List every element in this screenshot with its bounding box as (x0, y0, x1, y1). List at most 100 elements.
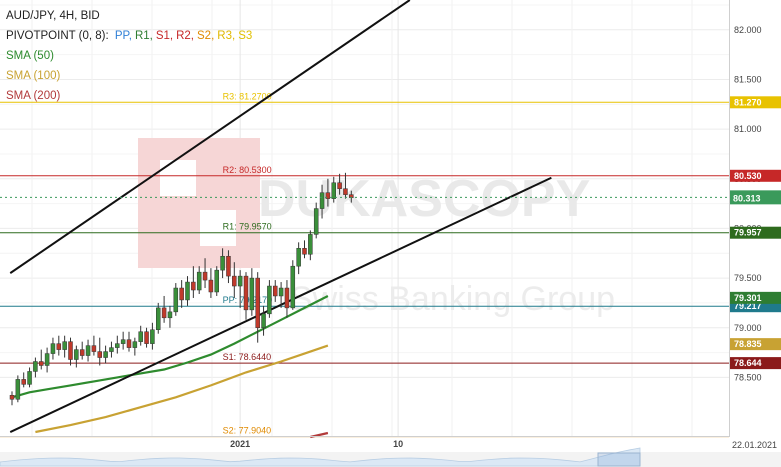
candle[interactable] (173, 283, 179, 316)
y-tick-label: 79.500 (734, 273, 762, 283)
candle[interactable] (103, 345, 108, 364)
candle[interactable] (325, 178, 331, 207)
candle[interactable] (156, 302, 161, 334)
candle[interactable] (208, 268, 214, 298)
candle[interactable] (144, 327, 149, 348)
price-tag-S1 (730, 357, 781, 370)
candle-body (161, 307, 167, 319)
candle[interactable] (337, 173, 342, 195)
candle[interactable] (185, 276, 190, 306)
candle[interactable] (132, 337, 138, 356)
candle[interactable] (15, 375, 21, 403)
price-tag-label-R1: 79.957 (734, 228, 762, 238)
candle[interactable] (56, 335, 62, 356)
navigator[interactable] (0, 447, 781, 467)
navigator-window[interactable] (597, 452, 641, 467)
candle[interactable] (62, 335, 67, 358)
candle[interactable] (302, 240, 307, 259)
candle[interactable] (261, 305, 266, 336)
candle[interactable] (9, 391, 15, 406)
candle[interactable] (220, 248, 225, 279)
trendline-1[interactable] (9, 0, 411, 274)
pivot-legend-item: PP, (114, 30, 132, 42)
candle-body (115, 343, 120, 348)
x-tick-label: 10 (393, 439, 403, 449)
chart-legend: AUD/JPY, 4H, BID PIVOTPOINT (0, 8): PP, R… (6, 6, 255, 106)
sma-legend-item: SMA (50) (6, 50, 54, 62)
candles[interactable] (9, 172, 354, 406)
candle[interactable] (39, 349, 44, 370)
candle[interactable] (179, 280, 184, 308)
candle[interactable] (196, 266, 202, 294)
candle[interactable] (202, 258, 208, 289)
candle-body (255, 277, 260, 329)
candle[interactable] (115, 335, 120, 354)
candle[interactable] (308, 230, 313, 261)
candle-body (144, 331, 149, 344)
pivot-legend-item: S3 (238, 30, 253, 42)
candle[interactable] (27, 367, 32, 388)
candle[interactable] (74, 345, 79, 368)
candle[interactable] (319, 184, 325, 219)
candle-body (319, 192, 325, 209)
candle[interactable] (255, 272, 260, 343)
candle[interactable] (33, 357, 38, 378)
candle[interactable] (161, 295, 167, 323)
candle-body (156, 307, 161, 330)
pivot-legend-item: R3, (217, 30, 236, 42)
candle[interactable] (284, 280, 290, 318)
candle[interactable] (126, 331, 132, 352)
candle[interactable] (191, 266, 196, 298)
candle[interactable] (296, 242, 301, 275)
candle-body (33, 361, 38, 372)
candle[interactable] (214, 266, 219, 296)
candle[interactable] (44, 347, 50, 373)
watermark-main-text: DUKASCOPY (258, 170, 590, 228)
candle-body (50, 343, 56, 354)
candle[interactable] (243, 272, 249, 320)
candle-body (79, 349, 85, 356)
candle[interactable] (278, 282, 284, 308)
candle[interactable] (50, 337, 56, 360)
candle-body (150, 329, 155, 344)
candle[interactable] (313, 202, 319, 239)
candle[interactable] (138, 325, 143, 346)
candle[interactable] (167, 305, 173, 328)
candle-body (273, 285, 278, 297)
candle-body (226, 255, 231, 277)
pivot-legend-item: R2, (176, 30, 195, 42)
candle[interactable] (85, 339, 91, 362)
candle[interactable] (267, 280, 272, 318)
candle[interactable] (21, 372, 26, 388)
candle[interactable] (232, 262, 237, 298)
candle[interactable] (109, 341, 114, 358)
candle-body (191, 281, 196, 291)
legend-symbol: AUD/JPY, 4H, BID (6, 6, 255, 26)
candle-body (85, 345, 91, 356)
candle[interactable] (290, 260, 296, 310)
candle-body (44, 353, 50, 366)
price-tag-label-PP: 79.217 (734, 301, 762, 311)
pivot-label-R1: R1: 79.9570 (223, 222, 272, 232)
candle-body (15, 379, 21, 400)
price-tag-label-R3: 81.270 (734, 97, 762, 107)
candle[interactable] (120, 331, 126, 350)
candle-body (103, 351, 108, 358)
candle[interactable] (150, 322, 155, 350)
x-tick-label: 2021 (230, 439, 250, 449)
candle[interactable] (226, 250, 231, 284)
candle[interactable] (343, 172, 348, 199)
candle[interactable] (237, 270, 243, 308)
candle[interactable] (331, 176, 336, 203)
candle-body (185, 281, 190, 301)
candle-body (109, 347, 114, 352)
candle[interactable] (91, 335, 97, 356)
candle[interactable] (68, 337, 73, 366)
candle[interactable] (273, 280, 278, 302)
candle-body (308, 234, 313, 255)
candle[interactable] (97, 337, 102, 366)
candle[interactable] (79, 341, 85, 360)
candle[interactable] (249, 268, 255, 316)
candle-body (237, 275, 243, 287)
